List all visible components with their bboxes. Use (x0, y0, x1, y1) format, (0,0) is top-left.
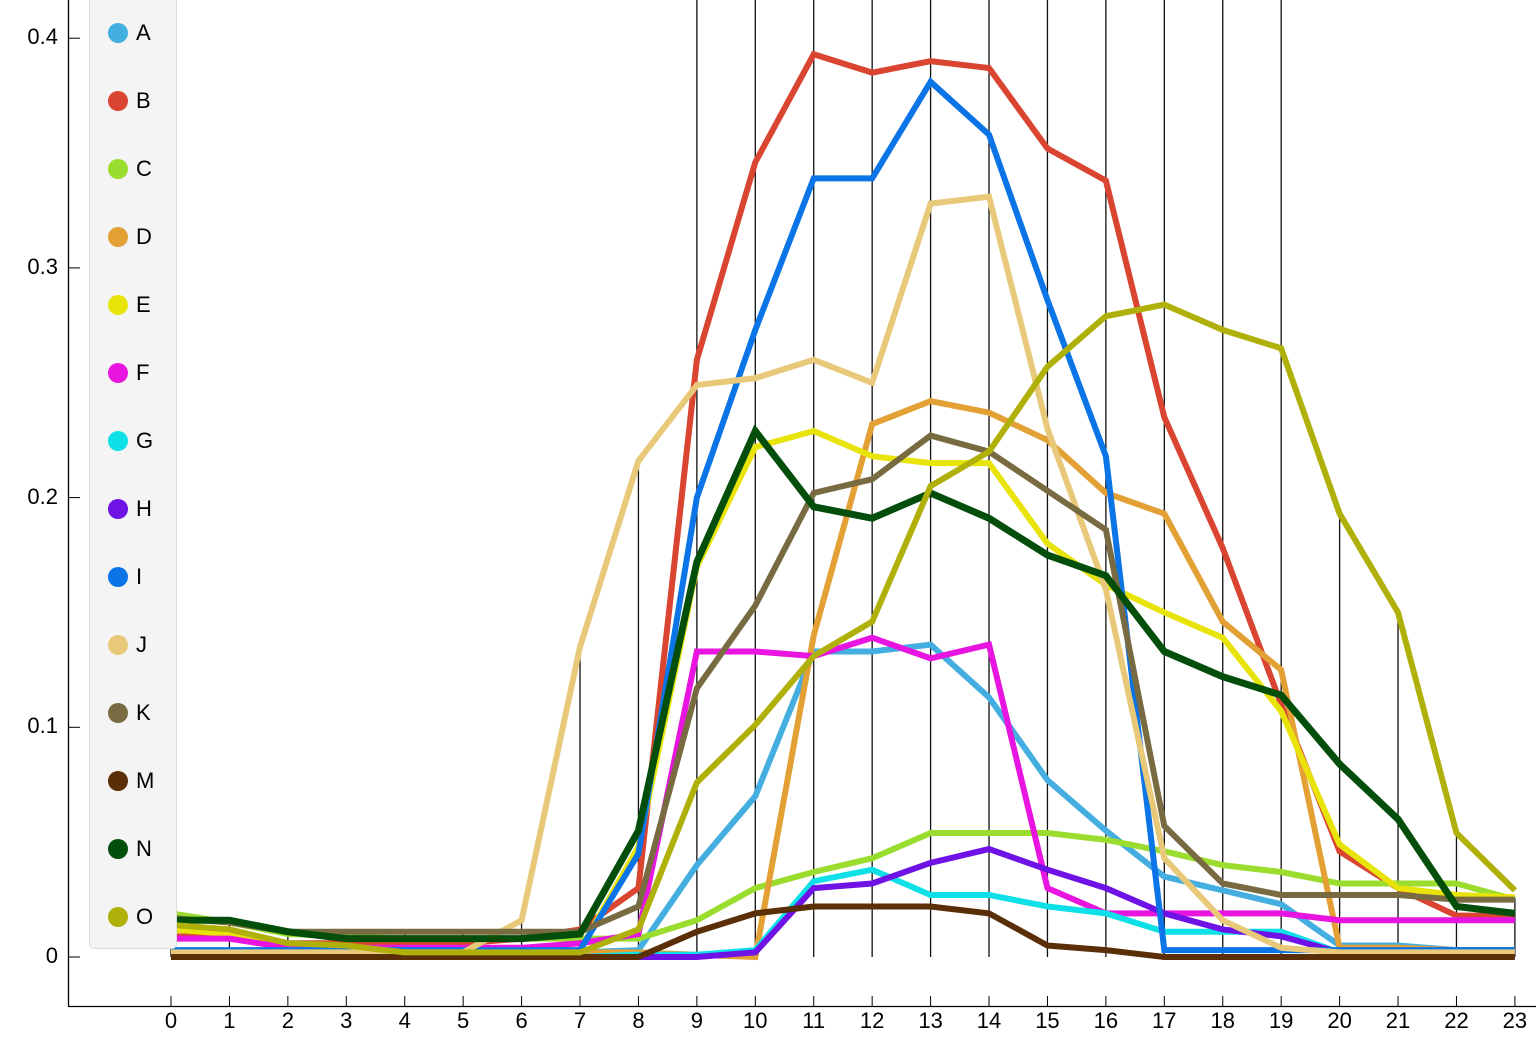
x-tick-label: 17 (1152, 1008, 1177, 1033)
x-tick-label: 10 (743, 1008, 768, 1033)
legend-label: E (136, 292, 151, 317)
series-line-m (171, 903, 1515, 960)
x-tick-label: 21 (1385, 1008, 1411, 1033)
x-tick-label: 4 (398, 1008, 411, 1033)
legend-marker-icon (108, 907, 128, 927)
legend-item-o: O (108, 904, 154, 929)
y-tick-label: 0.2 (27, 483, 58, 509)
x-tick-label: 2 (281, 1008, 294, 1033)
x-tick-label: 11 (802, 1008, 826, 1033)
legend-item-e: E (108, 292, 151, 317)
legend-label: O (136, 904, 154, 929)
y-tick-label: 0 (45, 943, 58, 968)
legend-label: K (136, 700, 151, 725)
legend-marker-icon (108, 499, 128, 519)
legend-label: J (136, 632, 147, 657)
x-tick-label: 6 (515, 1008, 528, 1033)
legend-item-c: C (108, 156, 152, 181)
legend-item-j: J (108, 632, 147, 657)
legend-marker-icon (108, 771, 128, 791)
x-tick-label: 0 (164, 1008, 178, 1033)
legend-item-a: A (108, 20, 151, 45)
legend-marker-icon (108, 227, 128, 247)
legend-marker-icon (108, 295, 128, 315)
series-line-j (171, 193, 1515, 956)
legend-item-h: H (108, 496, 152, 521)
legend-label: B (136, 88, 151, 113)
x-tick-label: 15 (1035, 1008, 1060, 1033)
legend-marker-icon (108, 91, 128, 111)
legend-item-b: B (108, 88, 151, 113)
legend-item-n: N (108, 836, 152, 861)
x-tick-label: 20 (1327, 1008, 1352, 1033)
legend-label: F (136, 360, 150, 385)
y-ticks (68, 37, 80, 958)
legend-item-k: K (108, 700, 151, 725)
series-line-e (170, 427, 1516, 954)
legend-marker-icon (108, 839, 128, 859)
x-tick-label: 22 (1444, 1008, 1469, 1033)
legend-marker-icon (108, 363, 128, 383)
legend-label: N (136, 836, 152, 861)
legend-item-f: F (108, 360, 150, 385)
series-line-o (170, 301, 1517, 956)
x-tick-label: 16 (1093, 1008, 1119, 1033)
legend-item-d: D (108, 224, 152, 249)
legend-marker-icon (108, 567, 128, 587)
legend-marker-icon (108, 703, 128, 723)
x-tick-label: 13 (918, 1008, 943, 1033)
x-ticks (170, 996, 1516, 1006)
legend-label: G (136, 428, 154, 453)
legend: A B C D E F G H I J K M N O (89, 0, 177, 949)
y-tick-label: 0.1 (27, 713, 58, 739)
x-tick-label: 23 (1502, 1008, 1528, 1033)
legend-item-g: G (108, 428, 154, 453)
x-tick-label: 18 (1210, 1008, 1235, 1033)
legend-marker-icon (108, 159, 128, 179)
y-tick-label: 0.4 (27, 24, 58, 50)
y-tick-label: 0.3 (27, 253, 58, 279)
x-tick-label: 9 (690, 1008, 703, 1033)
series-line-k (170, 432, 1515, 935)
x-tick-label: 1 (223, 1008, 236, 1033)
legend-marker-icon (108, 23, 128, 43)
legend-item-i: I (108, 564, 143, 589)
x-tick-label: 19 (1268, 1008, 1294, 1033)
axes (67, 0, 1536, 1008)
x-tick-label: 3 (340, 1008, 353, 1033)
legend-marker-icon (108, 635, 128, 655)
series-lines (170, 50, 1517, 961)
x-tick-label: 8 (632, 1008, 645, 1033)
legend-label: A (136, 20, 151, 45)
x-tick-label: 5 (457, 1008, 470, 1033)
legend-label: C (136, 156, 152, 181)
x-tick-label: 7 (573, 1008, 587, 1033)
x-tick-label: 12 (859, 1008, 885, 1033)
legend-label: I (136, 564, 143, 589)
legend-label: D (136, 224, 152, 249)
legend-marker-icon (108, 431, 128, 451)
x-tick-label: 14 (976, 1008, 1002, 1033)
legend-label: H (136, 496, 152, 521)
legend-item-m: M (108, 768, 155, 793)
series-line-n (171, 424, 1516, 943)
legend-label: M (136, 768, 155, 793)
